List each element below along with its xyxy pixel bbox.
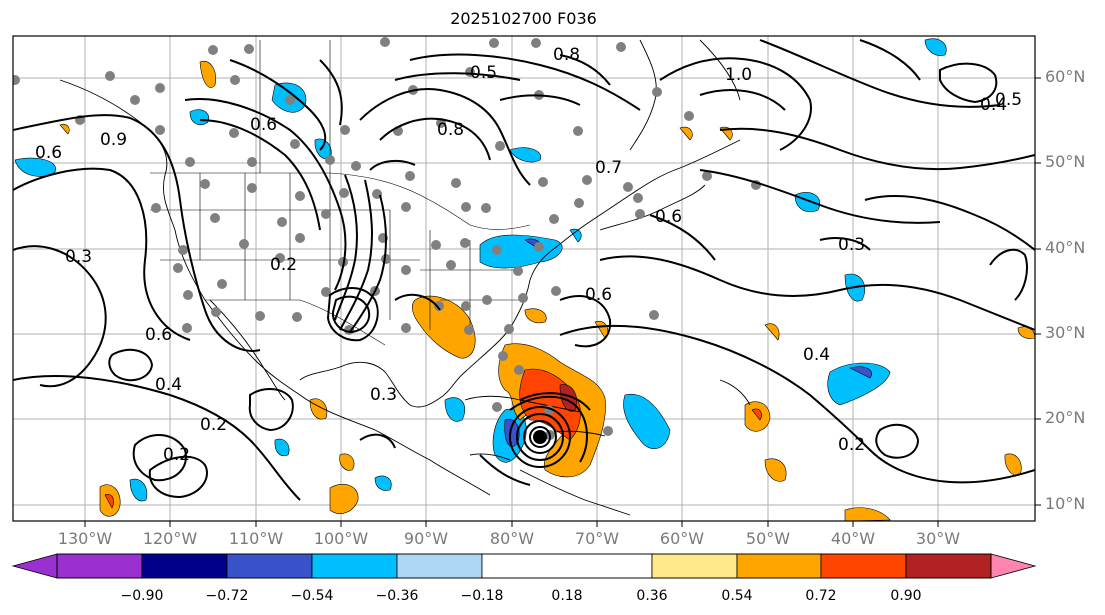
contour-label: 0.4 <box>980 95 1007 115</box>
colorbar <box>11 553 1037 579</box>
lon-label: 80°W <box>489 529 535 548</box>
colorbar-tick-label: 0.72 <box>805 588 837 604</box>
lon-label: 130°W <box>57 529 113 548</box>
colorbar-tick-label: −0.36 <box>375 588 419 604</box>
contour-label: 0.6 <box>585 285 612 305</box>
contour-label: 0.7 <box>595 158 622 178</box>
colorbar-tick-label: −0.72 <box>205 588 249 604</box>
contour-label: 0.4 <box>803 345 830 365</box>
lon-label: 100°W <box>313 529 369 548</box>
contour-label: 0.6 <box>250 115 277 135</box>
contour-label: 0.5 <box>995 90 1022 110</box>
political-borders <box>150 40 531 346</box>
colorbar-max-arrow <box>990 553 1037 579</box>
contour-label: 1.0 <box>725 65 752 85</box>
shaded-fields <box>14 38 1035 521</box>
contour-label: 0.3 <box>65 247 92 267</box>
lon-label: 30°W <box>915 529 961 548</box>
contour-label: 0.6 <box>655 207 682 227</box>
axis-ticks <box>84 77 1041 527</box>
contour-label: 0.2 <box>838 435 865 455</box>
lon-label: 60°W <box>659 529 705 548</box>
storm-center-marker <box>533 430 547 444</box>
contour-label: 0.2 <box>270 255 297 275</box>
contour-label: 0.3 <box>838 235 865 255</box>
contour-label: 0.8 <box>437 120 464 140</box>
station-markers <box>13 37 761 440</box>
contour-label: 0.9 <box>100 130 127 150</box>
storm-contours <box>509 392 591 468</box>
colorbar-tick-label: 0.90 <box>890 588 922 604</box>
lat-label: 20°N <box>1045 408 1086 427</box>
contour-label: 0.6 <box>145 325 172 345</box>
colorbar-min-arrow <box>11 553 58 579</box>
contour-label: 0.3 <box>370 385 397 405</box>
contour-label: 0.2 <box>163 445 190 465</box>
lat-label: 40°N <box>1045 238 1086 257</box>
lat-label: 60°N <box>1045 67 1086 86</box>
lon-label: 70°W <box>574 529 620 548</box>
lat-label: 50°N <box>1045 152 1086 171</box>
contour-label: 0.4 <box>155 375 182 395</box>
contour-label: 0.6 <box>35 143 62 163</box>
lon-label: 50°W <box>745 529 791 548</box>
contour-label: 0.8 <box>553 45 580 65</box>
map-frame <box>12 35 1036 522</box>
colorbar-tick-label: −0.54 <box>290 588 334 604</box>
lat-label: 10°N <box>1045 494 1086 513</box>
lon-label: 90°W <box>403 529 449 548</box>
contour-label: 0.5 <box>470 63 497 83</box>
lon-label: 40°W <box>830 529 876 548</box>
lon-label: 110°W <box>228 529 284 548</box>
colorbar-tick-label: 0.18 <box>551 588 583 604</box>
colorbar-tick-label: 0.54 <box>721 588 753 604</box>
lat-label: 30°N <box>1045 323 1086 342</box>
colorbar-tick-label: −0.90 <box>120 588 164 604</box>
colorbar-tick-label: 0.36 <box>636 588 668 604</box>
contour-label: 0.2 <box>200 415 227 435</box>
contour-lines <box>13 39 1035 501</box>
map-title: 2025102700 F036 <box>450 9 597 28</box>
lon-label: 120°W <box>142 529 198 548</box>
colorbar-tick-label: −0.18 <box>460 588 504 604</box>
